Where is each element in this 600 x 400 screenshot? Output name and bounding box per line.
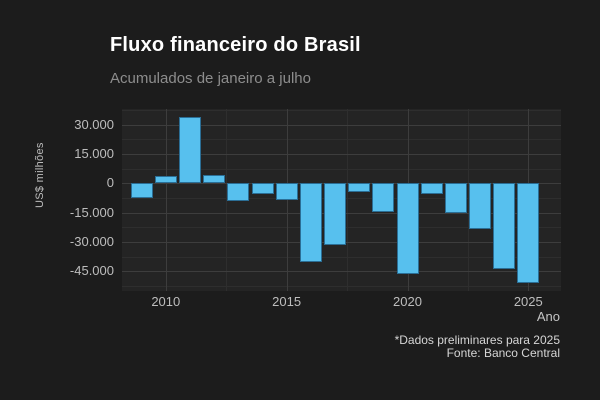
bar-2022 [444, 183, 467, 214]
y-tick-label: 0 [106, 175, 114, 191]
bar-2019 [372, 183, 395, 212]
bar-2025 [517, 183, 540, 283]
gridline-minor-horizontal [122, 256, 561, 258]
bar-2013 [227, 183, 250, 202]
gridline-major-horizontal [122, 124, 561, 126]
bar-2011 [178, 116, 201, 184]
bar-2018 [348, 183, 371, 193]
bar-2020 [396, 183, 419, 275]
chart-title: Fluxo financeiro do Brasil [110, 34, 361, 56]
y-tick-label: 15.000 [74, 146, 114, 161]
bar-2012 [203, 175, 226, 184]
gridline-major-vertical [165, 109, 167, 291]
source-credit: Fonte: Banco Central [446, 346, 560, 360]
gridline-major-horizontal [122, 271, 561, 273]
y-tick-label: -15.000 [69, 204, 114, 220]
bar-2023 [469, 183, 491, 229]
bar-2010 [154, 176, 177, 184]
gridline-minor-vertical [347, 109, 348, 291]
bar-2014 [251, 183, 274, 194]
plot-area [122, 109, 561, 291]
bar-2015 [275, 183, 298, 201]
gridline-minor-horizontal [122, 110, 561, 111]
bar-2016 [299, 183, 322, 263]
bar-2017 [324, 183, 346, 245]
bar-2021 [420, 183, 443, 194]
y-tick-label: -45.000 [69, 263, 114, 279]
gridline-minor-vertical [467, 109, 469, 291]
gridline-minor-horizontal [122, 139, 561, 141]
x-axis-title: Ano [536, 309, 560, 324]
bar-2024 [493, 183, 516, 270]
gridline-major-horizontal [122, 154, 561, 155]
gridline-minor-horizontal [122, 286, 561, 288]
y-tick-label: 30.000 [74, 116, 114, 132]
bar-2009 [130, 183, 153, 199]
y-tick-label: -30.000 [69, 234, 114, 250]
chart-subtitle: Acumulados de janeiro a julho [110, 70, 311, 87]
footnote: *Dados preliminares para 2025 [394, 333, 560, 347]
x-tick-label: 2015 [272, 294, 302, 309]
gridline-minor-vertical [226, 109, 228, 291]
x-tick-label: 2020 [393, 294, 422, 309]
gridline-minor-horizontal [122, 168, 561, 170]
x-tick-label: 2010 [151, 294, 181, 309]
x-tick-label: 2025 [513, 294, 543, 309]
